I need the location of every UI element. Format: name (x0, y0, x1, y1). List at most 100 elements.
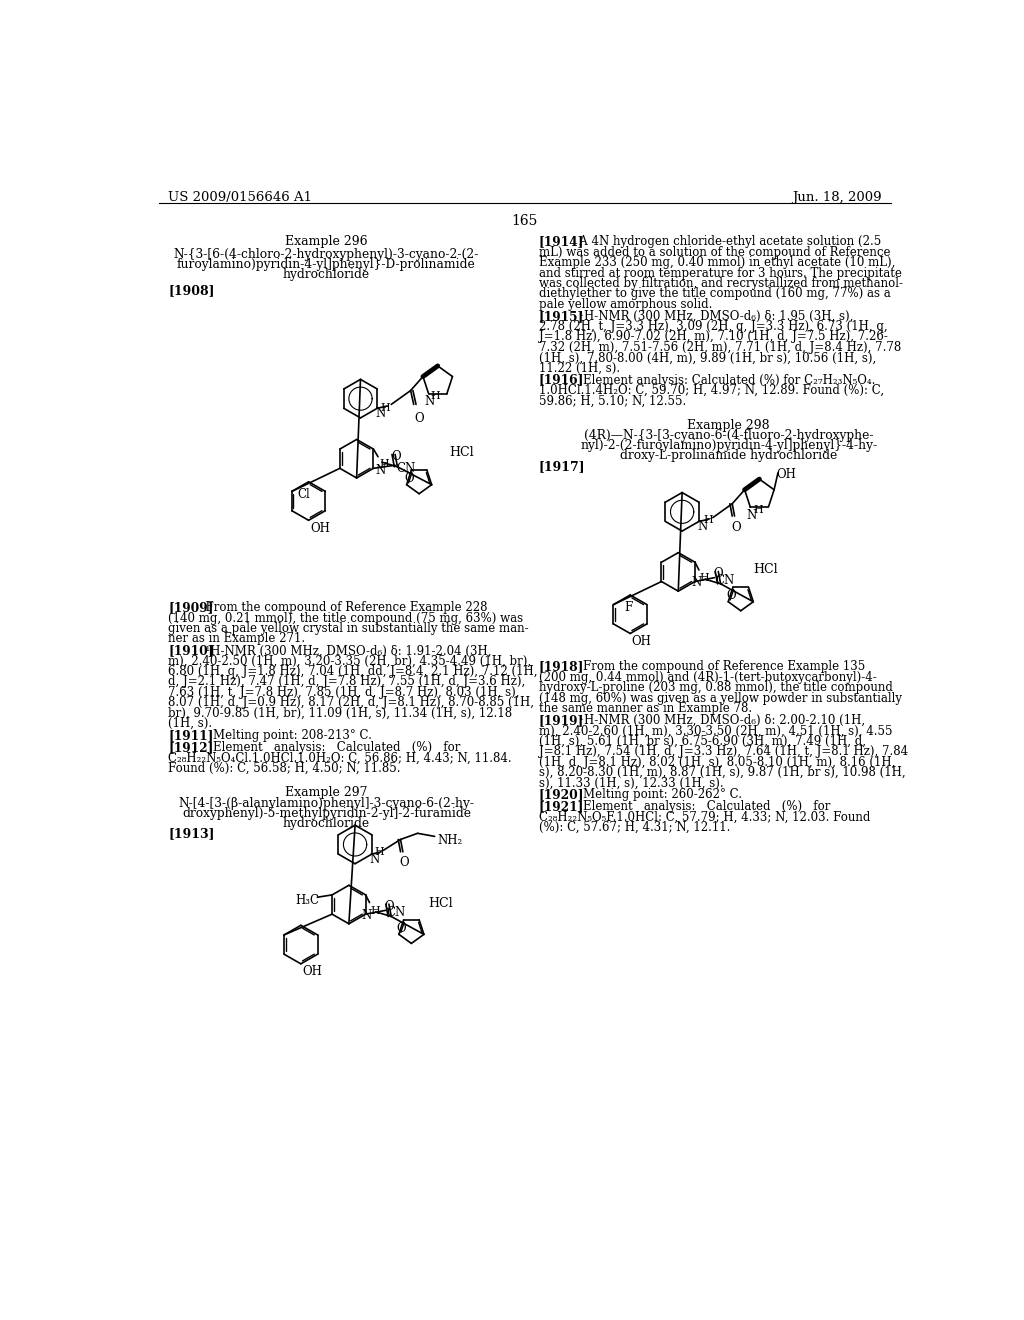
Text: OH: OH (302, 965, 323, 978)
Text: m), 2.40-2.60 (1H, m), 3.30-3.50 (2H, m), 4.51 (1H, s), 4.55: m), 2.40-2.60 (1H, m), 3.30-3.50 (2H, m)… (539, 725, 892, 738)
Text: Element analysis: Calculated (%) for C₂₇H₂₃N₅O₄.: Element analysis: Calculated (%) for C₂₇… (568, 374, 876, 387)
Text: Example 233 (250 mg, 0.40 mmol) in ethyl acetate (10 mL),: Example 233 (250 mg, 0.40 mmol) in ethyl… (539, 256, 895, 269)
Text: furoylamino)pyridin-4-yl]phenyl}-D-prolinamide: furoylamino)pyridin-4-yl]phenyl}-D-proli… (177, 257, 476, 271)
Text: (1H, d, J=8.1 Hz), 8.02 (1H, s), 8.05-8.10 (1H, m), 8.16 (1H,: (1H, d, J=8.1 Hz), 8.02 (1H, s), 8.05-8.… (539, 755, 895, 768)
Text: OH: OH (310, 521, 330, 535)
Text: [1908]: [1908] (168, 284, 215, 297)
Text: 59.86; H, 5.10; N, 12.55.: 59.86; H, 5.10; N, 12.55. (539, 395, 686, 408)
Text: s), 11.33 (1H, s), 12.33 (1H, s).: s), 11.33 (1H, s), 12.33 (1H, s). (539, 776, 723, 789)
Text: (200 mg, 0.44 mmol) and (4R)-1-(tert-butoxycarbonyl)-4-: (200 mg, 0.44 mmol) and (4R)-1-(tert-but… (539, 671, 877, 684)
Text: diethylether to give the title compound (160 mg, 77%) as a: diethylether to give the title compound … (539, 288, 891, 301)
Text: Example 298: Example 298 (687, 418, 770, 432)
Text: N-{3-[6-(4-chloro-2-hydroxyphenyl)-3-cyano-2-(2-: N-{3-[6-(4-chloro-2-hydroxyphenyl)-3-cya… (174, 248, 479, 261)
Text: nyl)-2-(2-furoylamino)pyridin-4-yl]phenyl}-4-hy-: nyl)-2-(2-furoylamino)pyridin-4-yl]pheny… (580, 440, 878, 453)
Text: 165: 165 (512, 214, 538, 228)
Text: N: N (376, 463, 386, 477)
Text: 2.78 (2H, t, J=3.3 Hz), 3.09 (2H, q, J=3.3 Hz), 6.73 (1H, q,: 2.78 (2H, t, J=3.3 Hz), 3.09 (2H, q, J=3… (539, 321, 888, 333)
Text: d, J=2.1 Hz), 7.47 (1H, d, J=7.8 Hz), 7.55 (1H, d, J=3.6 Hz),: d, J=2.1 Hz), 7.47 (1H, d, J=7.8 Hz), 7.… (168, 676, 525, 689)
Text: Melting point: 260-262° C.: Melting point: 260-262° C. (568, 788, 742, 801)
Text: [1915]: [1915] (539, 310, 584, 322)
Text: J=8.1 Hz), 7.54 (1H, d, J=3.3 Hz), 7.64 (1H, t, J=8.1 Hz), 7.84: J=8.1 Hz), 7.54 (1H, d, J=3.3 Hz), 7.64 … (539, 744, 908, 758)
Text: N: N (361, 908, 372, 921)
Text: [1913]: [1913] (168, 828, 215, 841)
Text: N: N (425, 395, 435, 408)
Text: [1918]: [1918] (539, 660, 584, 673)
Text: J=1.8 Hz), 6.90-7.02 (2H, m), 7.10 (1H, d, J=7.5 Hz), 7.26-: J=1.8 Hz), 6.90-7.02 (2H, m), 7.10 (1H, … (539, 330, 888, 343)
Text: [1911]: [1911] (168, 729, 214, 742)
Text: [1917]: [1917] (539, 461, 586, 474)
Text: NH₂: NH₂ (437, 834, 462, 847)
Text: CN: CN (715, 574, 734, 587)
Text: 7.32 (2H, m), 7.51-7.56 (2H, m), 7.71 (1H, d, J=8.4 Hz), 7.78: 7.32 (2H, m), 7.51-7.56 (2H, m), 7.71 (1… (539, 341, 901, 354)
Text: H: H (754, 506, 763, 515)
Text: ¹H-NMR (300 MHz, DMSO-d₆) δ: 2.00-2.10 (1H,: ¹H-NMR (300 MHz, DMSO-d₆) δ: 2.00-2.10 (… (568, 714, 865, 727)
Text: O: O (731, 520, 741, 533)
Text: From the compound of Reference Example 228: From the compound of Reference Example 2… (198, 601, 487, 614)
Text: H: H (699, 573, 710, 583)
Text: (148 mg, 60%) was given as a yellow powder in substantially: (148 mg, 60%) was given as a yellow powd… (539, 692, 902, 705)
Text: ner as in Example 271.: ner as in Example 271. (168, 632, 305, 645)
Text: Found (%): C, 56.58; H, 4.50; N, 11.85.: Found (%): C, 56.58; H, 4.50; N, 11.85. (168, 762, 400, 775)
Text: HCl: HCl (428, 896, 453, 909)
Text: N: N (697, 520, 708, 533)
Text: H: H (380, 403, 390, 413)
Text: [1909]: [1909] (168, 601, 214, 614)
Text: O: O (415, 412, 424, 425)
Text: [1919]: [1919] (539, 714, 584, 727)
Text: US 2009/0156646 A1: US 2009/0156646 A1 (168, 191, 312, 203)
Text: Element   analysis:   Calculated   (%)   for: Element analysis: Calculated (%) for (198, 741, 460, 754)
Text: Example 297: Example 297 (285, 785, 368, 799)
Text: CN: CN (387, 907, 406, 920)
Text: [1916]: [1916] (539, 374, 584, 387)
Text: 11.22 (1H, s).: 11.22 (1H, s). (539, 362, 620, 375)
Text: Jun. 18, 2009: Jun. 18, 2009 (792, 191, 882, 203)
Text: Melting point: 208-213° C.: Melting point: 208-213° C. (198, 729, 372, 742)
Text: (1H, s).: (1H, s). (168, 717, 212, 730)
Text: droxyphenyl)-5-methylpyridin-2-yl]-2-furamide: droxyphenyl)-5-methylpyridin-2-yl]-2-fur… (182, 807, 471, 820)
Text: O: O (396, 923, 407, 935)
Text: ¹H-NMR (300 MHz, DMSO-d₆) δ: 1.95 (3H, s),: ¹H-NMR (300 MHz, DMSO-d₆) δ: 1.95 (3H, s… (568, 310, 854, 322)
Text: N: N (370, 853, 380, 866)
Text: 8.07 (1H, d, J=0.9 Hz), 8.17 (2H, d, J=8.1 Hz), 8.70-8.85 (1H,: 8.07 (1H, d, J=0.9 Hz), 8.17 (2H, d, J=8… (168, 696, 535, 709)
Text: H: H (371, 906, 380, 916)
Text: HCl: HCl (450, 446, 474, 458)
Text: CN: CN (396, 462, 415, 475)
Text: br), 9.70-9.85 (1H, br), 11.09 (1H, s), 11.34 (1H, s), 12.18: br), 9.70-9.85 (1H, br), 11.09 (1H, s), … (168, 706, 512, 719)
Text: O: O (726, 590, 735, 602)
Text: From the compound of Reference Example 135: From the compound of Reference Example 1… (568, 660, 865, 673)
Text: hydrochloride: hydrochloride (283, 817, 370, 830)
Text: F: F (624, 601, 632, 614)
Text: Cl: Cl (298, 488, 310, 502)
Text: m), 2.40-2.50 (1H, m), 3.20-3.35 (2H, br), 4.35-4.49 (1H, br),: m), 2.40-2.50 (1H, m), 3.20-3.35 (2H, br… (168, 655, 531, 668)
Text: (1H, s), 7.80-8.00 (4H, m), 9.89 (1H, br s), 10.56 (1H, s),: (1H, s), 7.80-8.00 (4H, m), 9.89 (1H, br… (539, 351, 876, 364)
Text: O: O (399, 857, 410, 870)
Text: H: H (380, 459, 389, 469)
Text: [1921]: [1921] (539, 800, 584, 813)
Text: N: N (691, 576, 701, 589)
Text: (4R)—N-{3-[3-cyano-6-(4-fluoro-2-hydroxyphe-: (4R)—N-{3-[3-cyano-6-(4-fluoro-2-hydroxy… (584, 429, 873, 442)
Text: O: O (404, 473, 414, 486)
Text: [1912]: [1912] (168, 741, 214, 754)
Text: 6.80 (1H, q, J=1.8 Hz), 7.04 (1H, dd, J=8.4, 2.1 Hz), 7.12 (1H,: 6.80 (1H, q, J=1.8 Hz), 7.04 (1H, dd, J=… (168, 665, 538, 678)
Text: ¹H-NMR (300 MHz, DMSO-d₆) δ: 1.91-2.04 (3H,: ¹H-NMR (300 MHz, DMSO-d₆) δ: 1.91-2.04 (… (198, 644, 492, 657)
Text: the same manner as in Example 78.: the same manner as in Example 78. (539, 702, 752, 715)
Text: pale yellow amorphous solid.: pale yellow amorphous solid. (539, 298, 712, 310)
Text: N: N (746, 508, 757, 521)
Text: HCl: HCl (754, 562, 778, 576)
Text: droxy-L-prolinamide hydrochloride: droxy-L-prolinamide hydrochloride (620, 449, 838, 462)
Text: mL) was added to a solution of the compound of Reference: mL) was added to a solution of the compo… (539, 246, 890, 259)
Text: s), 8.20-8.30 (1H, m), 8.87 (1H, s), 9.87 (1H, br s), 10.98 (1H,: s), 8.20-8.30 (1H, m), 8.87 (1H, s), 9.8… (539, 766, 905, 779)
Text: hydrochloride: hydrochloride (283, 268, 370, 281)
Text: (%): C, 57.67; H, 4.31; N, 12.11.: (%): C, 57.67; H, 4.31; N, 12.11. (539, 821, 730, 834)
Text: O: O (391, 450, 400, 463)
Text: (1H, s), 5.61 (1H, br s), 6.75-6.90 (3H, m), 7.49 (1H, d,: (1H, s), 5.61 (1H, br s), 6.75-6.90 (3H,… (539, 735, 865, 747)
Text: Example 296: Example 296 (285, 235, 368, 248)
Text: given as a pale yellow crystal in substantially the same man-: given as a pale yellow crystal in substa… (168, 622, 529, 635)
Text: A 4N hydrogen chloride-ethyl acetate solution (2.5: A 4N hydrogen chloride-ethyl acetate sol… (568, 235, 882, 248)
Text: and stirred at room temperature for 3 hours. The precipitate: and stirred at room temperature for 3 ho… (539, 267, 901, 280)
Text: Element   analysis:   Calculated   (%)   for: Element analysis: Calculated (%) for (568, 800, 830, 813)
Text: hydroxy-L-proline (203 mg, 0.88 mmol), the title compound: hydroxy-L-proline (203 mg, 0.88 mmol), t… (539, 681, 893, 694)
Text: H₃C: H₃C (296, 894, 319, 907)
Text: 1.0HCl.1.4H₂O: C, 59.70; H, 4.97; N, 12.89. Found (%): C,: 1.0HCl.1.4H₂O: C, 59.70; H, 4.97; N, 12.… (539, 384, 884, 397)
Text: N: N (376, 408, 386, 421)
